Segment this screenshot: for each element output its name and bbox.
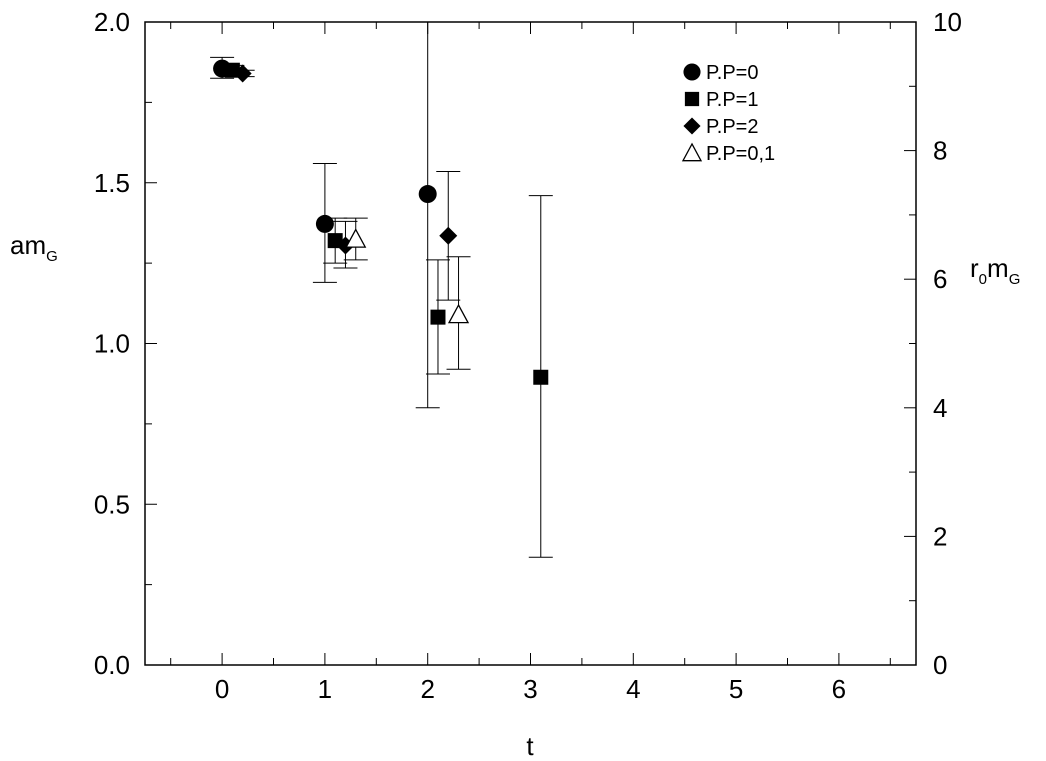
- legend-marker-p-p-0: [683, 63, 701, 81]
- y-tick-label: 0.0: [94, 650, 130, 680]
- legend-label-p-p-0-1: P.P=0,1: [706, 143, 775, 165]
- point-p-p-2: [233, 64, 252, 83]
- legend-marker-p-p-1: [684, 91, 700, 107]
- x-tick-label: 2: [420, 674, 434, 704]
- legend-label-p-p-0: P.P=0: [706, 62, 758, 84]
- x-tick-label: 6: [832, 674, 846, 704]
- legend-label-p-p-2: P.P=2: [706, 116, 758, 138]
- point-p-p-1: [533, 369, 549, 385]
- point-p-p-0: [418, 185, 437, 204]
- y-tick-label: 2.0: [94, 7, 130, 37]
- x-tick-label: 4: [626, 674, 640, 704]
- ticks-layer: 0 1 2 3 4 5 6 0.0 0.5 1.0 1.5 2.0 0 2 4 6 8 10: [94, 7, 962, 704]
- legend: P.P=0 P.P=1 P.P=2 P.P=0,1: [681, 62, 775, 165]
- y2-tick-label: 0: [933, 650, 947, 680]
- x-tick-label: 0: [215, 674, 229, 704]
- plot-frame: [144, 21, 917, 666]
- y2-tick-label: 6: [933, 264, 947, 294]
- y-tick-label: 1.0: [94, 329, 130, 359]
- point-p-p-2: [439, 226, 458, 245]
- y2-tick-label: 2: [933, 521, 947, 551]
- x-tick-label: 5: [729, 674, 743, 704]
- y2-tick-label: 4: [933, 393, 947, 423]
- y2-tick-label: 8: [933, 136, 947, 166]
- point-p-p-0-1: [345, 228, 367, 248]
- y-tick-label: 0.5: [94, 489, 130, 519]
- x-tick-label: 1: [318, 674, 332, 704]
- x-axis-label: t: [526, 731, 534, 761]
- point-p-p-0-1: [447, 303, 470, 324]
- y-tick-label: 1.5: [94, 168, 130, 198]
- marker-layer: [213, 59, 549, 385]
- legend-marker-p-p-0-1: [681, 142, 703, 162]
- legend-label-p-p-1: P.P=1: [706, 89, 758, 111]
- legend-marker-p-p-2: [683, 117, 701, 135]
- y2-tick-label: 10: [933, 7, 962, 37]
- point-p-p-0: [315, 214, 334, 233]
- point-p-p-1: [430, 309, 446, 325]
- y-axis-label-right: r0mG: [970, 253, 1020, 288]
- y-axis-label-left: amG: [10, 230, 58, 265]
- x-tick-label: 3: [523, 674, 537, 704]
- errorbar-layer: [210, 22, 553, 558]
